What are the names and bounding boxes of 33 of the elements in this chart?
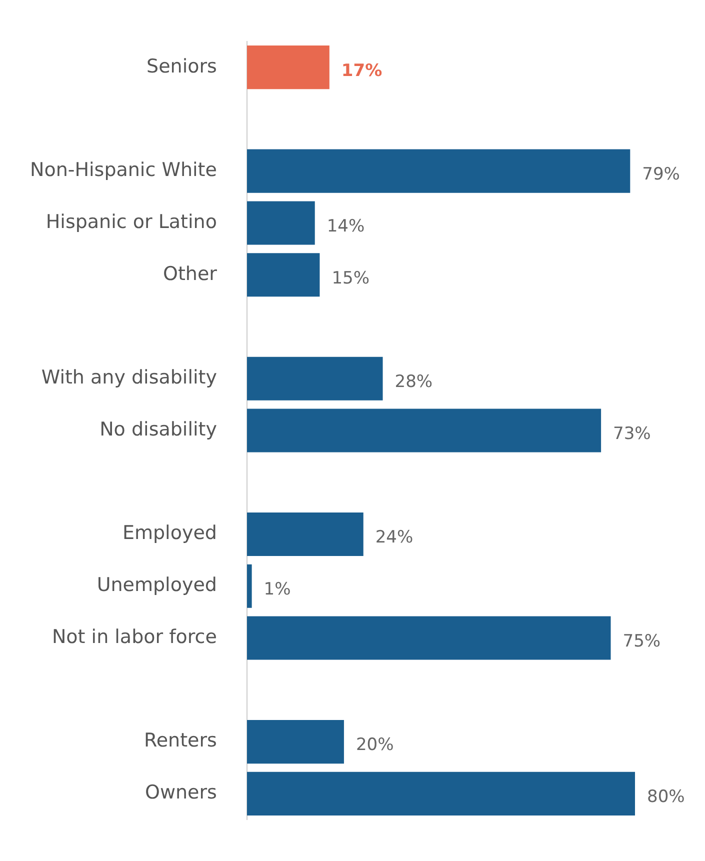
bar — [246, 253, 320, 297]
bar — [246, 356, 383, 400]
data-label: 15% — [332, 268, 370, 288]
y-tick-label: Employed — [122, 522, 217, 544]
bar — [246, 46, 330, 90]
bar — [246, 512, 364, 556]
bar — [246, 564, 252, 608]
data-label: 14% — [326, 216, 365, 236]
y-tick-label: Non-Hispanic White — [30, 159, 217, 182]
data-label: 75% — [622, 631, 661, 652]
bar — [246, 720, 344, 764]
data-label: 80% — [647, 787, 685, 808]
data-label: 20% — [356, 735, 394, 756]
y-tick-label: Renters — [144, 730, 217, 752]
y-tick-label: No disability — [100, 418, 217, 440]
bar — [246, 201, 315, 245]
y-tick-label: With any disability — [41, 366, 217, 389]
y-tick-label: Owners — [145, 782, 217, 804]
bar — [246, 408, 602, 452]
bar — [246, 149, 630, 193]
data-label: 1% — [264, 580, 291, 600]
y-tick-label: Not in labor force — [52, 626, 217, 648]
data-label: 73% — [613, 424, 651, 444]
data-label: 79% — [642, 164, 680, 185]
data-label: 24% — [375, 528, 414, 548]
bar — [246, 616, 611, 660]
y-tick-label: Seniors — [146, 55, 217, 78]
data-label: 17% — [341, 60, 382, 81]
y-tick-label: Other — [163, 262, 218, 285]
y-tick-label: Unemployed — [96, 574, 217, 596]
data-label: 28% — [394, 372, 433, 392]
bar — [246, 772, 635, 816]
y-tick-label: Hispanic or Latino — [46, 210, 217, 233]
